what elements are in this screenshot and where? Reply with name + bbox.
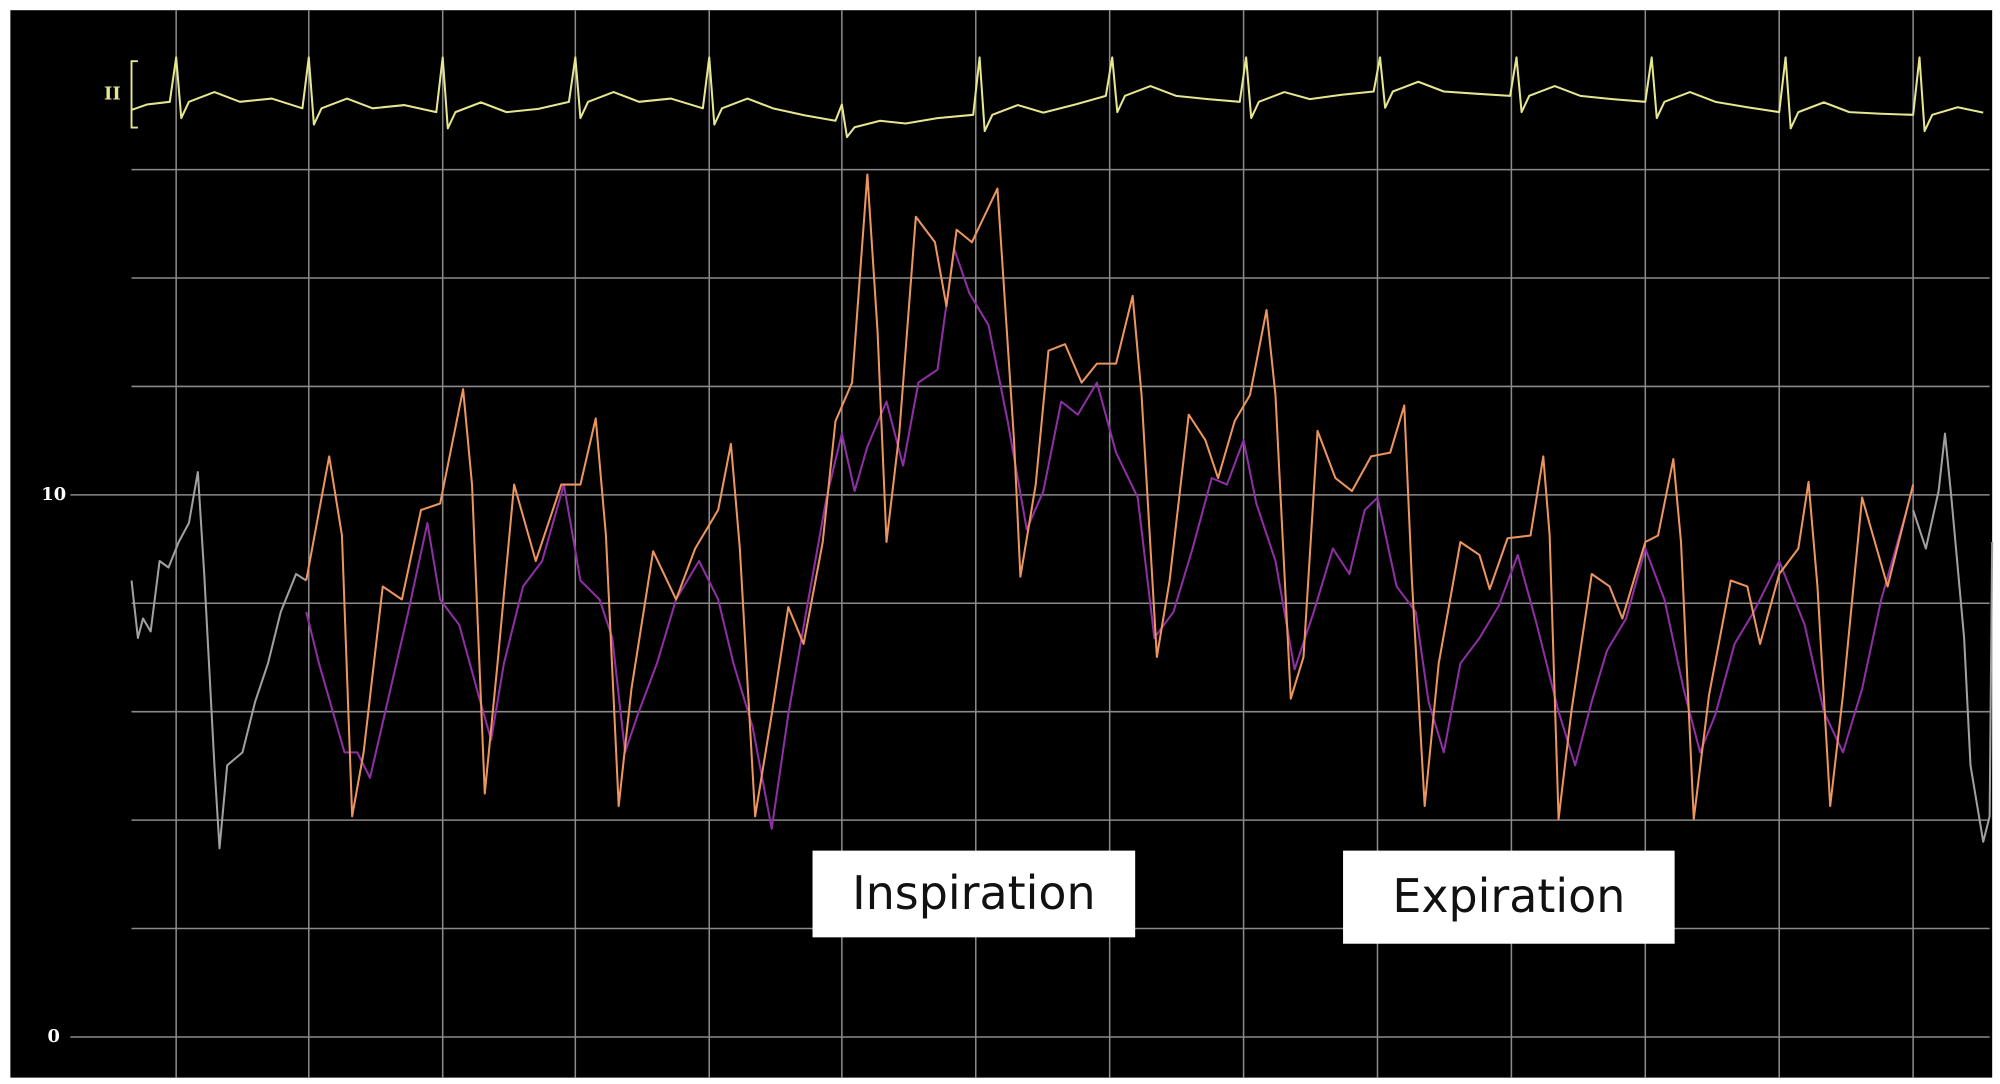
annotation-box	[812, 850, 1136, 938]
annotation: Inspiration	[852, 866, 1095, 920]
annotation: Expiration	[1392, 869, 1625, 923]
bracket	[130, 60, 138, 129]
annotations: Inspiration Expiration	[812, 850, 1675, 944]
trace-line	[131, 56, 1984, 139]
trace-line	[305, 173, 1915, 821]
lead-label: II	[104, 83, 121, 104]
lead-bracket	[130, 60, 138, 129]
trace-line	[130, 471, 307, 850]
y-tick-label: 10	[41, 484, 66, 505]
annotation-box	[1343, 850, 1675, 944]
traces	[130, 56, 1994, 850]
trace-line	[1912, 432, 1994, 843]
y-tick-label: 0	[48, 1026, 60, 1047]
